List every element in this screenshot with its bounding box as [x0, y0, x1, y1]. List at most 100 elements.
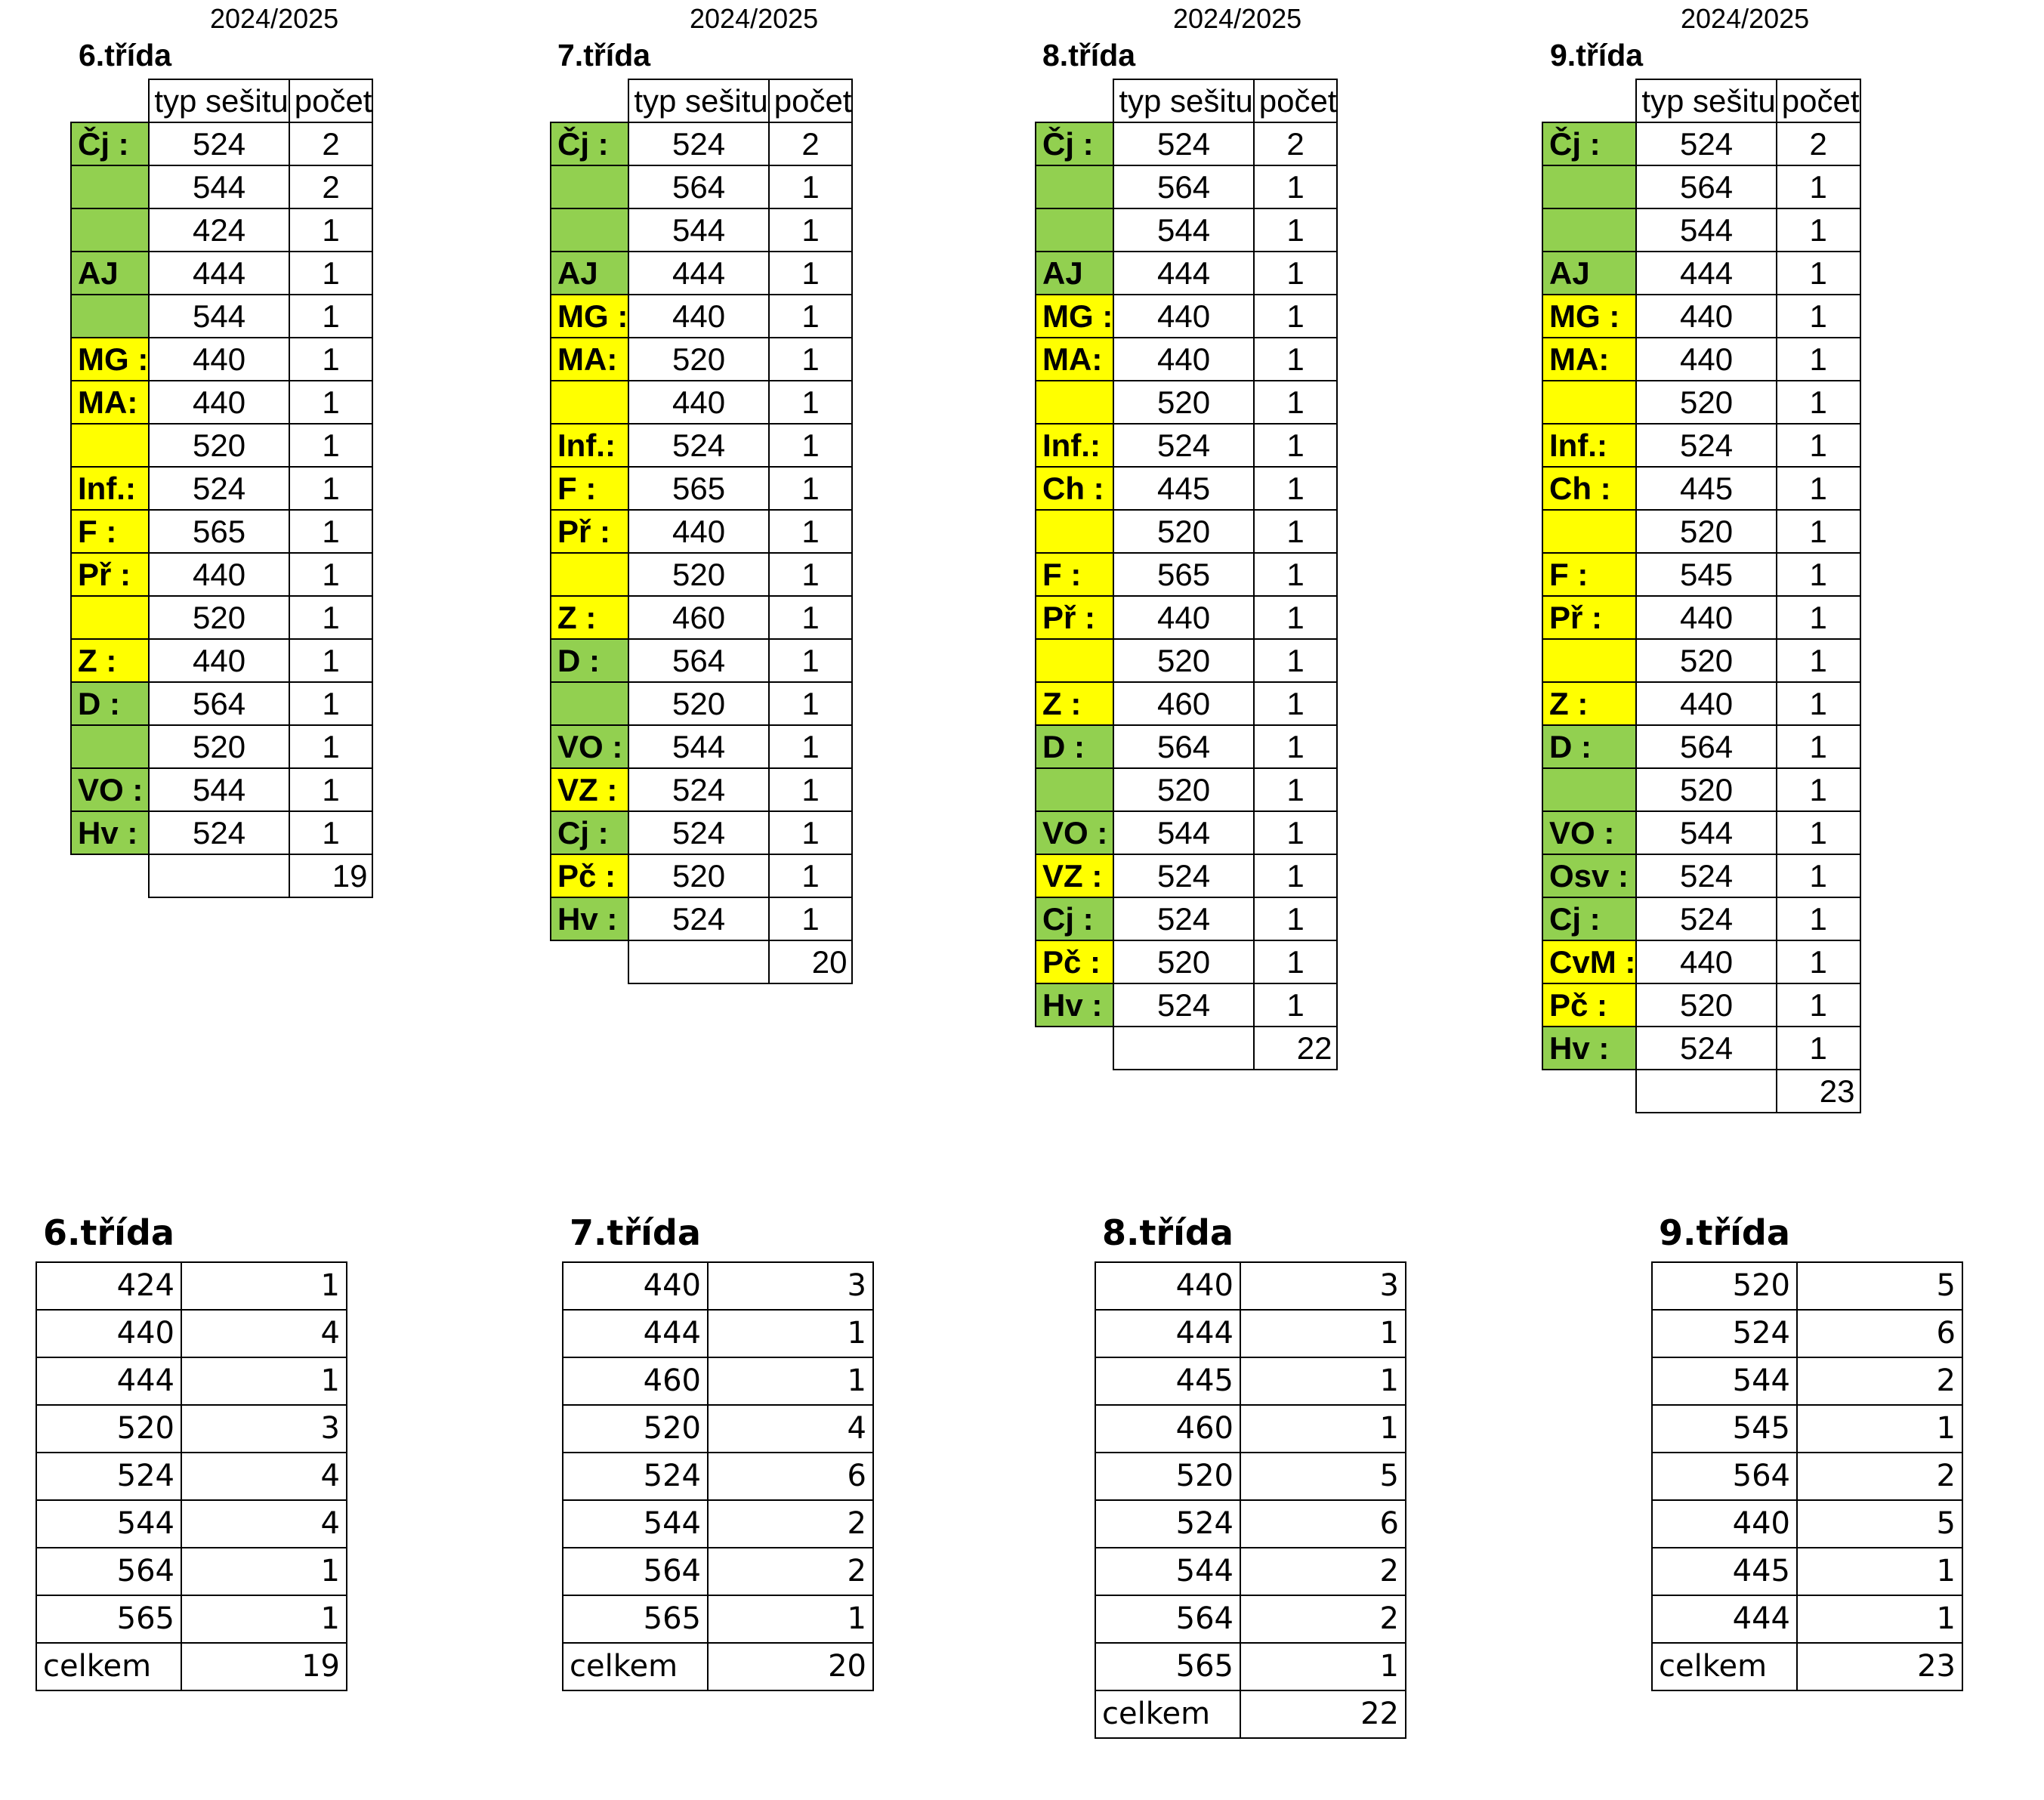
table-row: Z :460 1 [1034, 681, 1338, 726]
notebook-table: typ sešitu počet Čj :524 2 544 2 424 1 AJ 444 1 544… [69, 79, 374, 898]
table-row: CvM :440 1 [1541, 940, 1861, 984]
summary-type-cell: 460 [1095, 1404, 1241, 1453]
notebook-type-cell: 440 [1113, 337, 1255, 381]
notebook-type-cell: 524 [1113, 122, 1255, 166]
summary-type-cell: 520 [1651, 1261, 1798, 1311]
table-row: Inf.: 524 1 [69, 466, 374, 511]
subject-cell: Čj : [1034, 122, 1114, 166]
table-row: 520 1 [1541, 767, 1861, 812]
notebook-type-cell: 565 [148, 509, 290, 554]
notebook-type-cell: 440 [1635, 940, 1777, 984]
table-row: MA: 440 1 [1541, 337, 1861, 381]
summary-total-label: celkem [562, 1642, 709, 1691]
subject-cell: Inf.: [1541, 423, 1637, 468]
subject-cell: CvM : [1541, 940, 1637, 984]
notebook-type-cell: 444 [1635, 251, 1777, 295]
summary-count-cell: 1 [1240, 1309, 1406, 1358]
summary-count-cell: 5 [1796, 1499, 1963, 1548]
summary-table: 440 3 444 1 445 1 460 1 520 5 524 6 544 2 564 2 565 1 celk… [1095, 1261, 1406, 1739]
class-title: 7.třída [557, 38, 651, 73]
count-cell: 1 [1775, 466, 1861, 511]
summary-row: 440 5 [1651, 1499, 1963, 1548]
subject-cell: Čj : [549, 122, 629, 166]
header-row: typ sešitu počet [1036, 79, 1338, 123]
total-blank-cell [1542, 1070, 1636, 1113]
subject-cell: Inf.: [549, 423, 629, 468]
notebook-type-cell: 520 [148, 423, 290, 468]
count-cell: 1 [767, 509, 854, 554]
subject-cell: Pč : [549, 854, 629, 898]
table-row: Pč :520 1 [549, 854, 854, 898]
table-row: MA: 440 1 [69, 380, 374, 425]
total-count-cell: 20 [767, 940, 854, 984]
summary-title: 9.třída [1659, 1212, 1790, 1253]
summary-count-cell: 3 [707, 1261, 874, 1311]
subject-cell: Osv : [1541, 854, 1637, 898]
count-cell: 1 [767, 466, 854, 511]
notebook-type-cell: 544 [148, 294, 290, 338]
table-row: Z :440 1 [69, 638, 374, 683]
notebook-type-cell: 440 [1113, 294, 1255, 338]
count-cell: 1 [288, 810, 374, 855]
summary-row: 440 3 [1095, 1261, 1406, 1311]
count-cell: 2 [288, 122, 374, 166]
summary-count-cell: 4 [707, 1404, 874, 1453]
notebook-type-cell: 524 [1635, 122, 1777, 166]
subject-cell [1541, 208, 1637, 252]
count-cell: 1 [1252, 983, 1338, 1027]
count-cell: 2 [767, 122, 854, 166]
table-row: 544 1 [1034, 208, 1338, 252]
total-count-cell: 23 [1775, 1069, 1861, 1113]
summary-count-cell: 4 [181, 1499, 347, 1548]
header-row: typ sešitu počet [71, 79, 374, 123]
summary-count-cell: 4 [181, 1309, 347, 1358]
notebook-type-cell: 440 [148, 337, 290, 381]
subject-cell: MG : [1034, 294, 1114, 338]
summary-type-cell: 520 [562, 1404, 709, 1453]
school-year: 2024/2025 [1681, 3, 1810, 34]
total-row: 19 [71, 854, 374, 898]
count-cell: 1 [1252, 509, 1338, 554]
summary-row: 460 1 [562, 1357, 874, 1406]
summary-count-cell: 2 [707, 1547, 874, 1596]
count-cell: 1 [288, 337, 374, 381]
table-row: MA: 520 1 [549, 337, 854, 381]
count-cell: 1 [1775, 638, 1861, 683]
table-row: Z :440 1 [1541, 681, 1861, 726]
summary-row: 520 4 [562, 1404, 874, 1453]
count-cell: 1 [288, 767, 374, 812]
subject-cell [1034, 380, 1114, 425]
summary-type-cell: 565 [562, 1595, 709, 1644]
table-row: D :564 1 [69, 681, 374, 726]
school-year: 2024/2025 [1173, 3, 1302, 34]
summary-type-cell: 440 [562, 1261, 709, 1311]
total-blank-cell [551, 940, 628, 983]
subject-cell: Hv : [69, 810, 150, 855]
notebook-type-cell: 524 [1113, 423, 1255, 468]
count-cell: 1 [1775, 681, 1861, 726]
table-row: Pč :520 1 [1541, 983, 1861, 1027]
notebook-type-cell: 565 [628, 466, 770, 511]
summary-type-cell: 440 [1095, 1261, 1241, 1311]
count-cell: 1 [288, 423, 374, 468]
count-cell: 1 [1775, 509, 1861, 554]
subject-cell: AJ [549, 251, 629, 295]
notebook-type-cell: 524 [628, 897, 770, 941]
notebook-type-cell: 520 [1113, 509, 1255, 554]
table-row: Hv :524 1 [549, 897, 854, 941]
summary-row: 460 1 [1095, 1404, 1406, 1453]
notebook-type-cell: 520 [1113, 638, 1255, 683]
table-row: AJ 444 1 [549, 251, 854, 295]
table-row: Inf.: 524 1 [1541, 423, 1861, 468]
table-row: Čj :524 2 [69, 122, 374, 166]
count-cell: 2 [1775, 122, 1861, 166]
total-blank-cell [71, 854, 149, 897]
table-row: F :565 1 [549, 466, 854, 511]
summary-type-cell: 524 [1651, 1309, 1798, 1358]
notebook-type-cell: 564 [1113, 165, 1255, 209]
header-blank-cell [551, 79, 628, 122]
summary-count-cell: 2 [1796, 1452, 1963, 1501]
count-cell: 1 [1252, 681, 1338, 726]
count-cell: 1 [1775, 380, 1861, 425]
summary-count-cell: 1 [1240, 1357, 1406, 1406]
